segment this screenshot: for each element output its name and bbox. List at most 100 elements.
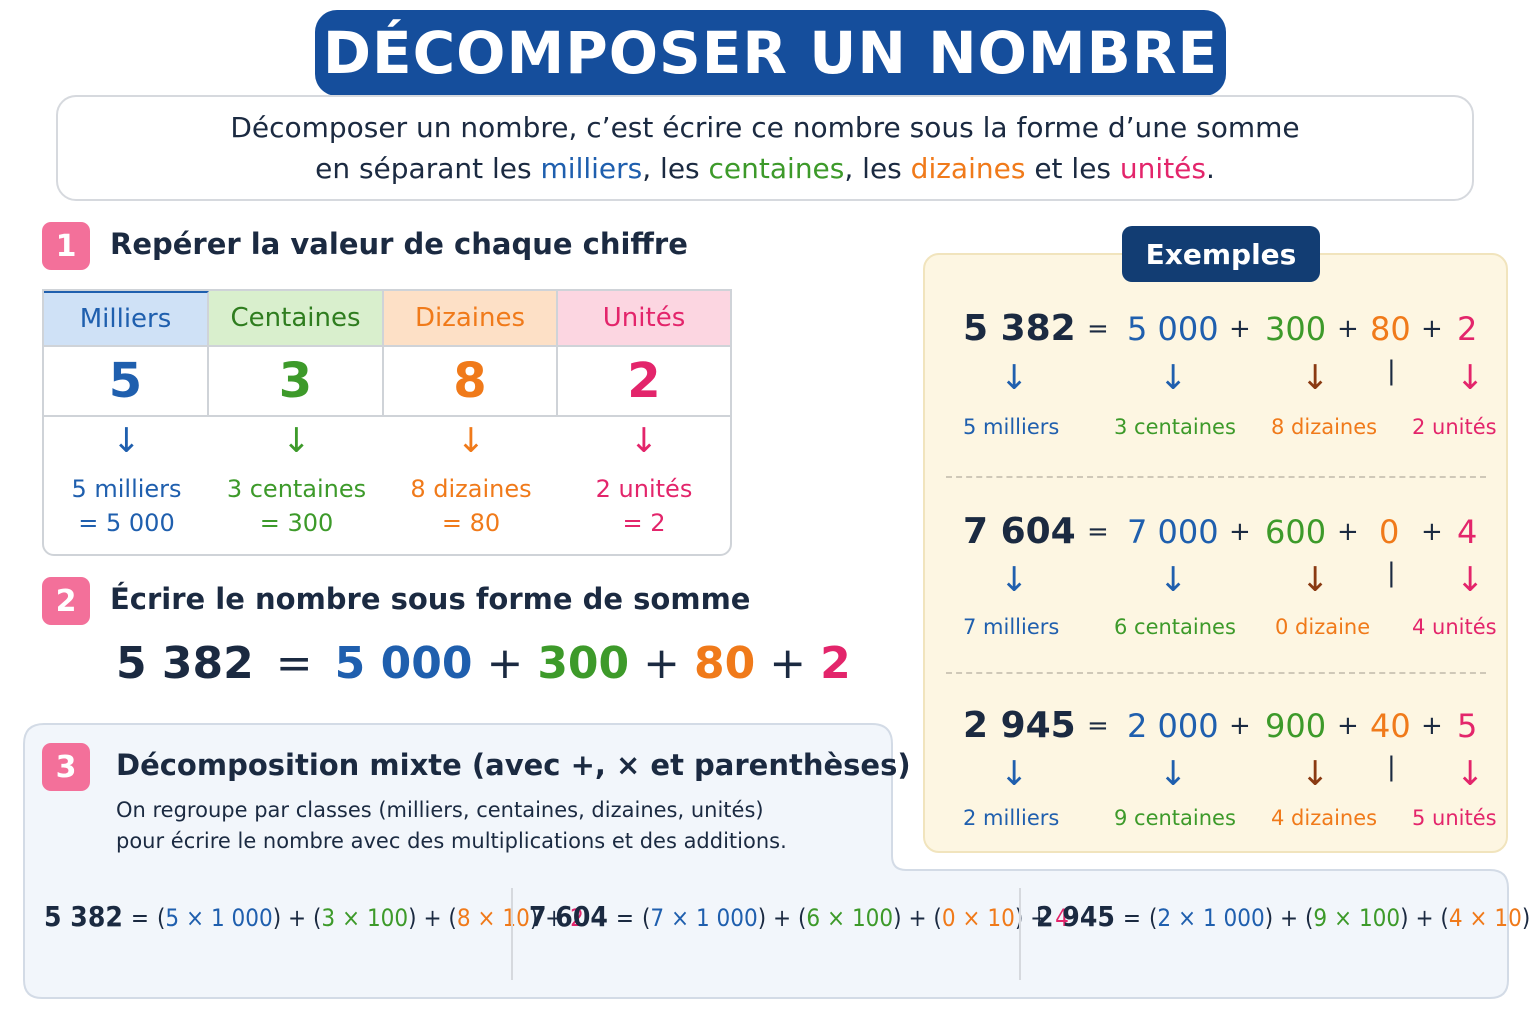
mixed-term: 9 × 100: [1313, 904, 1401, 932]
example-number: 5 382: [963, 308, 1076, 349]
tick-mark: |: [1387, 558, 1396, 588]
example-part: 2 000: [1127, 707, 1219, 745]
equals-sign: =: [1087, 711, 1109, 741]
down-arrow-icon: ↓: [1159, 560, 1188, 600]
example-part: 4: [1457, 513, 1478, 551]
separator: [1019, 888, 1021, 980]
separator: [511, 888, 513, 980]
mixed-number: 2 945: [1036, 900, 1115, 933]
down-arrow-icon: ↓: [1301, 358, 1330, 398]
value-table: Milliers 5 ↓ 5 milliers = 5 000 Centaine…: [42, 289, 732, 556]
mixed-term: 2 × 1 000: [1157, 904, 1265, 932]
step-3-title: Décomposition mixte (avec +, × et parent…: [116, 748, 911, 782]
intro-text: , les: [844, 152, 911, 185]
equals-sign: =: [275, 638, 313, 689]
column-digit: 8: [384, 347, 558, 417]
down-arrow-icon: ↓: [1456, 358, 1485, 398]
intro-centaines: centaines: [708, 152, 845, 185]
mixed-term: 4: [1055, 904, 1069, 932]
down-arrow-icon: ↓: [282, 421, 311, 461]
plus-sign: +: [1337, 517, 1359, 547]
examples-panel: [923, 253, 1508, 853]
plus-sign: +: [486, 638, 524, 689]
tick-mark: |: [1387, 356, 1396, 386]
down-arrow-icon: ↓: [1456, 560, 1485, 600]
mixed-term: 4 × 10: [1448, 904, 1522, 932]
mixed-term: 6 × 100: [806, 904, 894, 932]
sum-number: 5 382: [116, 638, 254, 689]
example-part: 0: [1379, 513, 1400, 551]
column-header: Dizaines: [384, 291, 558, 347]
step-2-badge: 2: [42, 577, 90, 625]
example-label: 2 milliers: [963, 806, 1060, 830]
plus-sign: +: [1337, 314, 1359, 344]
description-line: pour écrire le nombre avec des multiplic…: [116, 829, 787, 853]
column-digit: 2: [558, 347, 730, 417]
example-part: 300: [1265, 310, 1327, 348]
intro-milliers: milliers: [540, 152, 643, 185]
mixed-term: 0 × 10: [941, 904, 1015, 932]
equals-sign: =: [1087, 517, 1109, 547]
mixed-decomposition-2: 7 604 = (7 × 1 000) + (6 × 100) + (0 × 10)…: [529, 900, 1069, 933]
example-label: 6 centaines: [1114, 615, 1236, 639]
example-number: 2 945: [963, 705, 1076, 746]
mixed-number: 7 604: [529, 900, 608, 933]
example-number: 7 604: [963, 511, 1076, 552]
sum-part-milliers: 5 000: [334, 638, 473, 689]
intro-text: en séparant les: [315, 152, 541, 185]
example-label: 4 unités: [1412, 615, 1497, 639]
example-part: 2: [1457, 310, 1478, 348]
mixed-decomposition-1: 5 382 = (5 × 1 000) + (3 × 100) + (8 × 10)…: [44, 900, 584, 933]
example-label: 4 dizaines: [1271, 806, 1378, 830]
down-arrow-icon: ↓: [1000, 754, 1029, 794]
column-label: 3 centaines: [226, 475, 367, 503]
equals-sign: =: [1087, 314, 1109, 344]
example-part: 5 000: [1127, 310, 1219, 348]
example-part: 40: [1370, 707, 1411, 745]
mixed-number: 5 382: [44, 900, 123, 933]
mixed-decomposition-3: 2 945 = (2 × 1 000) + (9 × 100) + (4 × 10)…: [1036, 900, 1536, 933]
plus-sign: +: [643, 638, 681, 689]
step-3-badge: 3: [42, 743, 90, 791]
column-header: Centaines: [209, 291, 384, 347]
description-line: On regroupe par classes (milliers, centa…: [116, 798, 764, 822]
column-label: 5 milliers: [71, 475, 182, 503]
intro-unites: unités: [1119, 152, 1206, 185]
down-arrow-icon: ↓: [1159, 358, 1188, 398]
example-part: 5: [1457, 707, 1478, 745]
down-arrow-icon: ↓: [456, 421, 486, 461]
column-value: = 80: [441, 509, 501, 537]
sum-part-dizaines: 80: [694, 638, 756, 689]
example-part: 7 000: [1127, 513, 1219, 551]
down-arrow-icon: ↓: [112, 421, 141, 461]
step-1-badge: 1: [42, 222, 90, 270]
plus-sign: +: [1229, 711, 1251, 741]
example-label: 5 milliers: [963, 415, 1060, 439]
column-digit: 5: [44, 347, 209, 417]
example-label: 7 milliers: [963, 615, 1060, 639]
column-centaines: Centaines 3 ↓ 3 centaines = 300: [209, 291, 384, 554]
dashed-separator: [946, 672, 1486, 674]
dashed-separator: [946, 476, 1486, 478]
plus-sign: +: [1229, 314, 1251, 344]
column-label: 8 dizaines: [410, 475, 532, 503]
down-arrow-icon: ↓: [1000, 560, 1029, 600]
plus-sign: +: [1229, 517, 1251, 547]
column-header: Unités: [558, 291, 730, 347]
down-arrow-icon: ↓: [1301, 754, 1330, 794]
tick-mark: |: [1387, 752, 1396, 782]
intro-text: et les: [1025, 152, 1120, 185]
step-1-title: Repérer la valeur de chaque chiffre: [110, 227, 688, 261]
mixed-term: 3 × 100: [321, 904, 409, 932]
example-label: 0 dizaine: [1275, 615, 1371, 639]
column-label: 2 unités: [595, 475, 693, 503]
plus-sign: +: [1421, 314, 1443, 344]
mixed-term: 8 × 10: [456, 904, 530, 932]
column-digit: 3: [209, 347, 384, 417]
column-value: = 5 000: [78, 509, 175, 537]
examples-tag: Exemples: [1122, 226, 1320, 282]
down-arrow-icon: ↓: [1000, 358, 1029, 398]
intro-line-1: Décomposer un nombre, c’est écrire ce no…: [230, 111, 1300, 144]
down-arrow-icon: ↓: [1159, 754, 1188, 794]
